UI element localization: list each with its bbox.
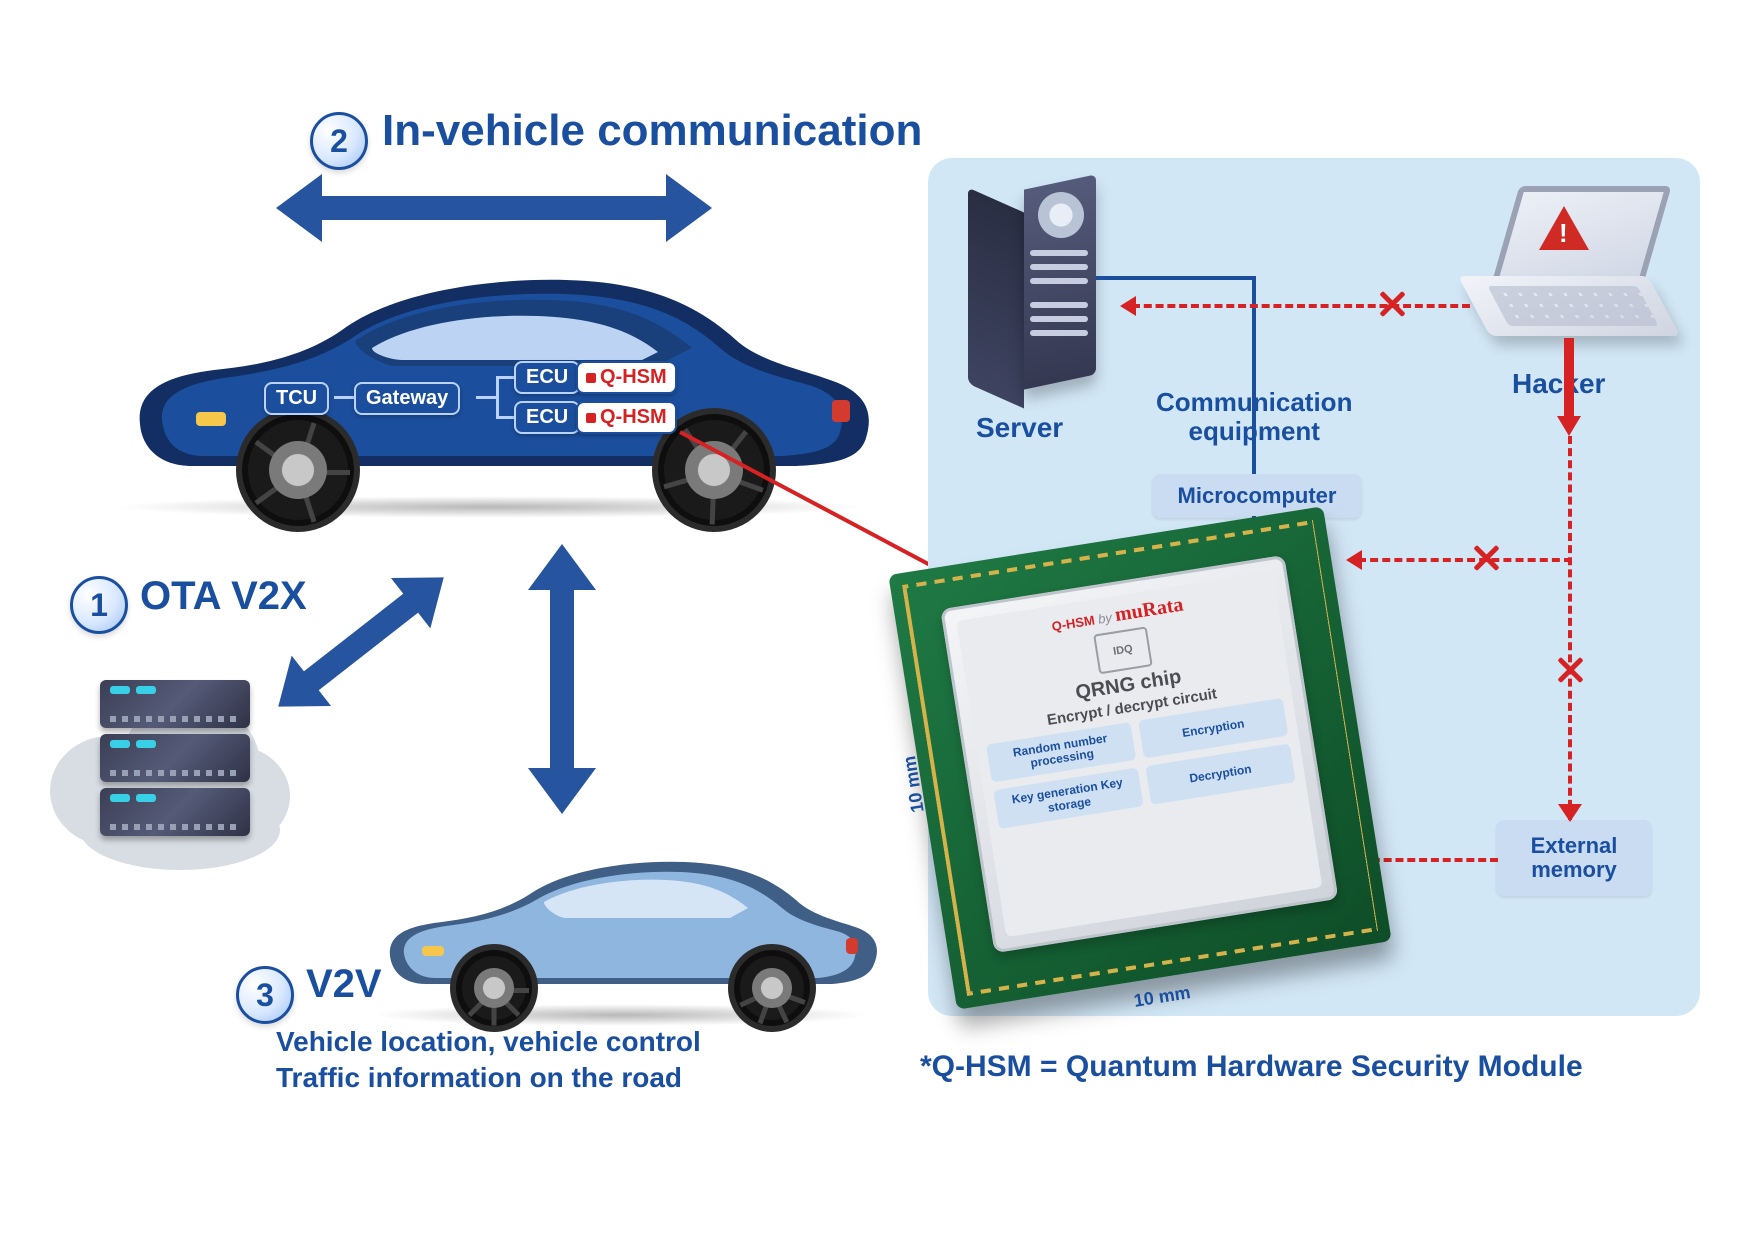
card-external-memory: Externalmemory bbox=[1496, 820, 1652, 896]
chip-grid: Random number processing Encryption Key … bbox=[986, 698, 1296, 829]
chip-gateway: Gateway bbox=[354, 382, 460, 415]
chip-ecu-1: ECU bbox=[514, 361, 580, 394]
extmem-l1: External bbox=[1531, 833, 1618, 858]
attack-block-x bbox=[1472, 544, 1500, 572]
idq-badge: IDQ bbox=[1093, 626, 1153, 674]
car-secondary bbox=[360, 836, 880, 1016]
v2v-sub1: Vehicle location, vehicle control bbox=[276, 1024, 701, 1059]
badge-3: 3 bbox=[236, 966, 294, 1024]
extmem-l2: memory bbox=[1531, 857, 1617, 882]
badge-1: 1 bbox=[70, 576, 128, 634]
attack-arrow-thick bbox=[1564, 338, 1574, 420]
attack-line bbox=[1568, 436, 1572, 820]
qhsm-label: Q-HSM bbox=[600, 406, 667, 428]
label-hacker: Hacker bbox=[1512, 368, 1605, 400]
heading-in-vehicle: In-vehicle communication bbox=[382, 106, 922, 156]
chip-ecu-2: ECU bbox=[514, 401, 580, 434]
hacker-laptop-icon bbox=[1474, 186, 1664, 336]
car-main: TCU Gateway ECU ECU Q-HSM Q-HSM bbox=[96, 248, 886, 508]
chip-brand-by: by bbox=[1097, 610, 1113, 627]
blueline bbox=[1096, 276, 1254, 280]
attack-arrow bbox=[1120, 296, 1136, 316]
chip-qhsm-2: Q-HSM bbox=[576, 401, 677, 434]
diagram-stage: 2 In-vehicle communication TCU Gateway E… bbox=[0, 0, 1754, 1241]
attack-line bbox=[1132, 304, 1470, 308]
footnote-qhsm: *Q-HSM = Quantum Hardware Security Modul… bbox=[920, 1050, 1583, 1084]
chip-brand-name: Q-HSM bbox=[1051, 612, 1100, 634]
security-panel: Server Communication equipment Hacker Mi… bbox=[928, 158, 1700, 1016]
attack-block-x bbox=[1556, 656, 1584, 684]
label-server: Server bbox=[976, 412, 1063, 444]
qhsm-chip: Q-HSM by muRata IDQ QRNG chip Encrypt / … bbox=[888, 506, 1391, 1009]
attack-arrowhead bbox=[1557, 416, 1581, 436]
v2v-sub2: Traffic information on the road bbox=[276, 1060, 682, 1095]
arrow-in-vehicle bbox=[276, 186, 712, 230]
card-microcomputer: Microcomputer bbox=[1152, 474, 1362, 518]
chip-tcu: TCU bbox=[264, 382, 329, 415]
attack-block-x bbox=[1378, 290, 1406, 318]
server-tower-icon bbox=[968, 182, 1098, 402]
chip-qhsm-1: Q-HSM bbox=[576, 361, 677, 394]
cloud-server bbox=[40, 650, 295, 880]
chip-brand-murata: muRata bbox=[1113, 594, 1184, 627]
heading-ota: OTA V2X bbox=[140, 574, 307, 619]
badge-2: 2 bbox=[310, 112, 368, 170]
wheel-front bbox=[236, 408, 360, 532]
arrow-v2v bbox=[540, 544, 584, 814]
attack-arrow bbox=[1346, 550, 1362, 570]
heading-v2v: V2V bbox=[306, 962, 382, 1007]
attack-line bbox=[1358, 558, 1572, 562]
attack-line bbox=[1360, 858, 1498, 862]
attack-arrow bbox=[1558, 804, 1582, 822]
qhsm-label: Q-HSM bbox=[600, 366, 667, 388]
chip-dim-h: 10 mm bbox=[1132, 982, 1192, 1012]
